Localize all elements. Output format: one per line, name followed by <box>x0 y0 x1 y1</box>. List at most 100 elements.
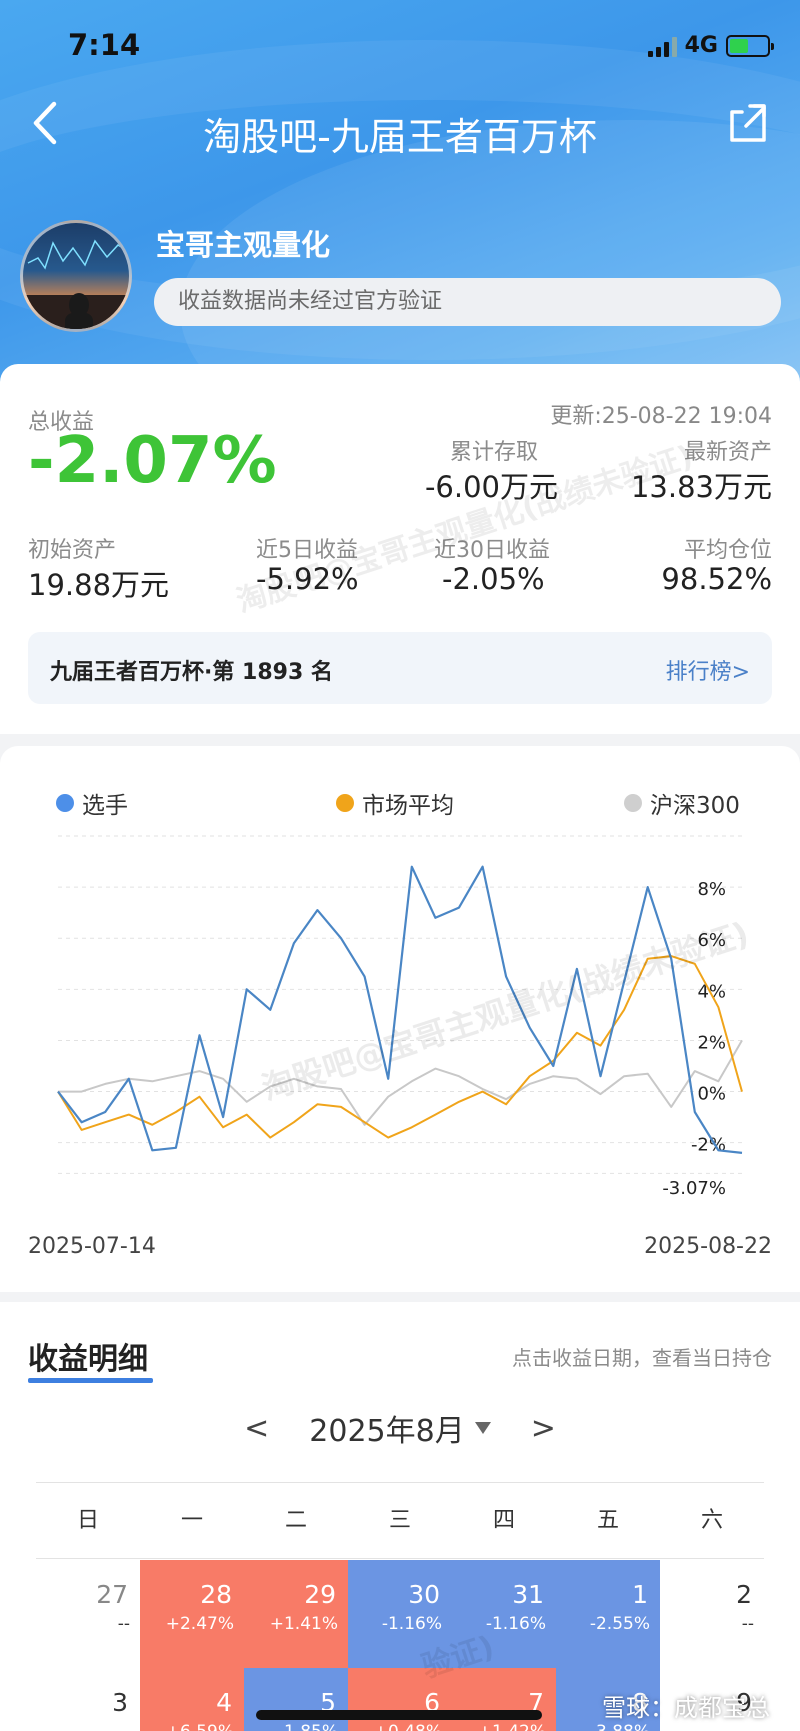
calendar-day-cell[interactable]: 1 -2.55% <box>556 1560 660 1668</box>
return-30d-value: -2.05% <box>442 562 545 596</box>
calendar-day-return: +6.59% <box>166 1722 234 1731</box>
page-title: 淘股吧-九届王者百万杯 <box>203 115 597 159</box>
home-indicator[interactable] <box>256 1710 542 1720</box>
y-tick-label: 4% <box>697 981 726 1002</box>
calendar-day-cell[interactable]: 27 -- <box>36 1560 140 1668</box>
total-return-label: 总收益 <box>28 410 95 435</box>
calendar-day-number: 29 <box>304 1580 336 1609</box>
calendar-day-return: -- <box>117 1614 130 1634</box>
battery-icon <box>726 34 774 57</box>
calendar-day-cell[interactable]: 29 +1.41% <box>244 1560 348 1668</box>
summary-card: 总收益 更新:25-08-22 19:04 -2.07% 累计存取 -6.00万… <box>0 364 800 734</box>
calendar-day-number: 6 <box>424 1688 440 1717</box>
chevron-left-icon <box>33 101 57 145</box>
calendar-day-number: 7 <box>528 1688 544 1717</box>
calendar-day-cell[interactable]: 30 -1.16% <box>348 1560 452 1668</box>
rank-box[interactable]: 九届王者百万杯·第 1893 名 排行榜> <box>28 632 772 704</box>
calendar-day-cell[interactable]: 6 +0.48% <box>348 1668 452 1731</box>
calendar-day-cell[interactable]: 8 -3.88% <box>556 1668 660 1731</box>
calendar-day-cell[interactable]: 3 -- <box>36 1668 140 1731</box>
brand-watermark: 雪球：成都宝总 <box>602 1694 770 1722</box>
avg-position-label: 平均仓位 <box>683 538 772 563</box>
calendar-day-number: 5 <box>320 1688 336 1717</box>
calendar-day-cell[interactable]: 7 +1.42% <box>452 1668 556 1731</box>
y-tick-label: 2% <box>697 1032 726 1053</box>
y-tick-label: 6% <box>697 930 726 951</box>
return-30d-label: 近30日收益 <box>434 538 550 563</box>
month-selector[interactable]: 2025年8月 <box>309 1406 491 1450</box>
weekday: 二 <box>284 1508 307 1533</box>
legend-dot-player <box>56 794 74 812</box>
y-tick-label: 8% <box>697 879 726 900</box>
back-button[interactable] <box>26 98 70 148</box>
month-nav: < 2025年8月 > <box>0 1406 800 1450</box>
calendar-day-number: 4 <box>216 1688 232 1717</box>
weekday: 三 <box>388 1508 411 1533</box>
calendar-day-cell[interactable]: 2 -- <box>660 1560 764 1668</box>
prev-month-button[interactable]: < <box>244 1410 270 1446</box>
initial-asset-value: 19.88万元 <box>28 568 170 602</box>
x-start-date: 2025-07-14 <box>28 1234 156 1259</box>
calendar-day-number: 8 <box>632 1688 648 1717</box>
leaderboard-link[interactable]: 排行榜> <box>665 660 750 685</box>
calendar-day-return: -3.88% <box>590 1722 650 1731</box>
calendar-day-return: +1.41% <box>269 1614 338 1634</box>
calendar-day-return: -2.55% <box>589 1614 650 1634</box>
legend-label-player: 选手 <box>82 793 128 819</box>
calendar-day-return: +1.42% <box>478 1722 546 1731</box>
section-hint: 点击收益日期，查看当日持仓 <box>512 1346 772 1370</box>
header-background <box>0 0 800 420</box>
share-button[interactable] <box>728 100 770 144</box>
avg-position-value: 98.52% <box>661 562 772 596</box>
calendar-day-return: -- <box>742 1722 754 1731</box>
verify-notice: 收益数据尚未经过官方验证 <box>154 278 781 326</box>
status-time: 7:14 <box>68 28 141 62</box>
calendar-week-row: 27 -- 28 +2.47% 29 +1.41% 30 -1.16% 31 -1.16% 1 -2.… <box>36 1560 764 1668</box>
deposit-value: -6.00万元 <box>424 470 558 504</box>
network-type: 4G <box>684 33 718 58</box>
status-bar-right: 4G <box>647 33 774 58</box>
calendar-day-cell[interactable]: 5 -1.85% <box>244 1668 348 1731</box>
calendar-day-cell[interactable]: 4 +6.59% <box>140 1668 244 1731</box>
weekday: 日 <box>76 1508 99 1533</box>
divider <box>36 1558 764 1559</box>
rank-text: 九届王者百万杯·第 1893 名 <box>50 660 333 685</box>
calendar-day-return: -1.85% <box>278 1722 338 1731</box>
series-line-hs300 <box>58 1039 743 1126</box>
month-label: 2025年8月 <box>309 1414 465 1449</box>
next-month-button[interactable]: > <box>530 1410 556 1446</box>
weekday: 六 <box>700 1508 723 1533</box>
calendar-day-return: -- <box>118 1722 130 1731</box>
deposit-label: 累计存取 <box>449 440 538 465</box>
legend-label-market: 市场平均 <box>362 793 454 819</box>
calendar-day-number: 31 <box>512 1580 544 1609</box>
calendar-day-cell[interactable]: 28 +2.47% <box>140 1560 244 1668</box>
calendar-day-return: -- <box>741 1614 754 1634</box>
avatar[interactable] <box>20 220 132 332</box>
divider <box>36 1482 764 1483</box>
legend-label-hs300: 沪深300 <box>650 793 740 819</box>
x-end-date: 2025-08-22 <box>644 1234 772 1259</box>
calendar-day-number: 28 <box>200 1580 232 1609</box>
legend-player[interactable]: 选手 <box>56 786 128 820</box>
series-line-player <box>57 865 743 1154</box>
y-tick-label: -2% <box>691 1135 726 1156</box>
legend-dot-hs300 <box>624 794 642 812</box>
calendar-day-cell[interactable]: 31 -1.16% <box>452 1560 556 1668</box>
share-icon <box>730 104 766 142</box>
signal-icon <box>647 35 677 57</box>
calendar-week-row: 3 -- 4 +6.59% 5 -1.85% 6 +0.48% 7 +1.42% 8 -3.88% 9 -… <box>36 1668 764 1731</box>
calendar-day-cell[interactable]: 9 -- <box>660 1668 764 1731</box>
calendar-day-number: 1 <box>632 1580 648 1609</box>
legend-market[interactable]: 市场平均 <box>336 786 454 820</box>
return-5d-value: -5.92% <box>256 562 359 596</box>
calendar-day-number: 3 <box>112 1688 128 1717</box>
calendar-day-return: +0.48% <box>374 1722 442 1731</box>
initial-asset-label: 初始资产 <box>28 538 117 563</box>
legend-hs300[interactable]: 沪深300 <box>624 786 740 820</box>
latest-asset-label: 最新资产 <box>683 440 772 465</box>
total-return-value: -2.07% <box>28 424 277 498</box>
weekday-header: 日 一 二 三 四 五 六 <box>36 1502 764 1534</box>
section-title: 收益明细 <box>28 1342 148 1377</box>
section-underline <box>28 1378 153 1383</box>
